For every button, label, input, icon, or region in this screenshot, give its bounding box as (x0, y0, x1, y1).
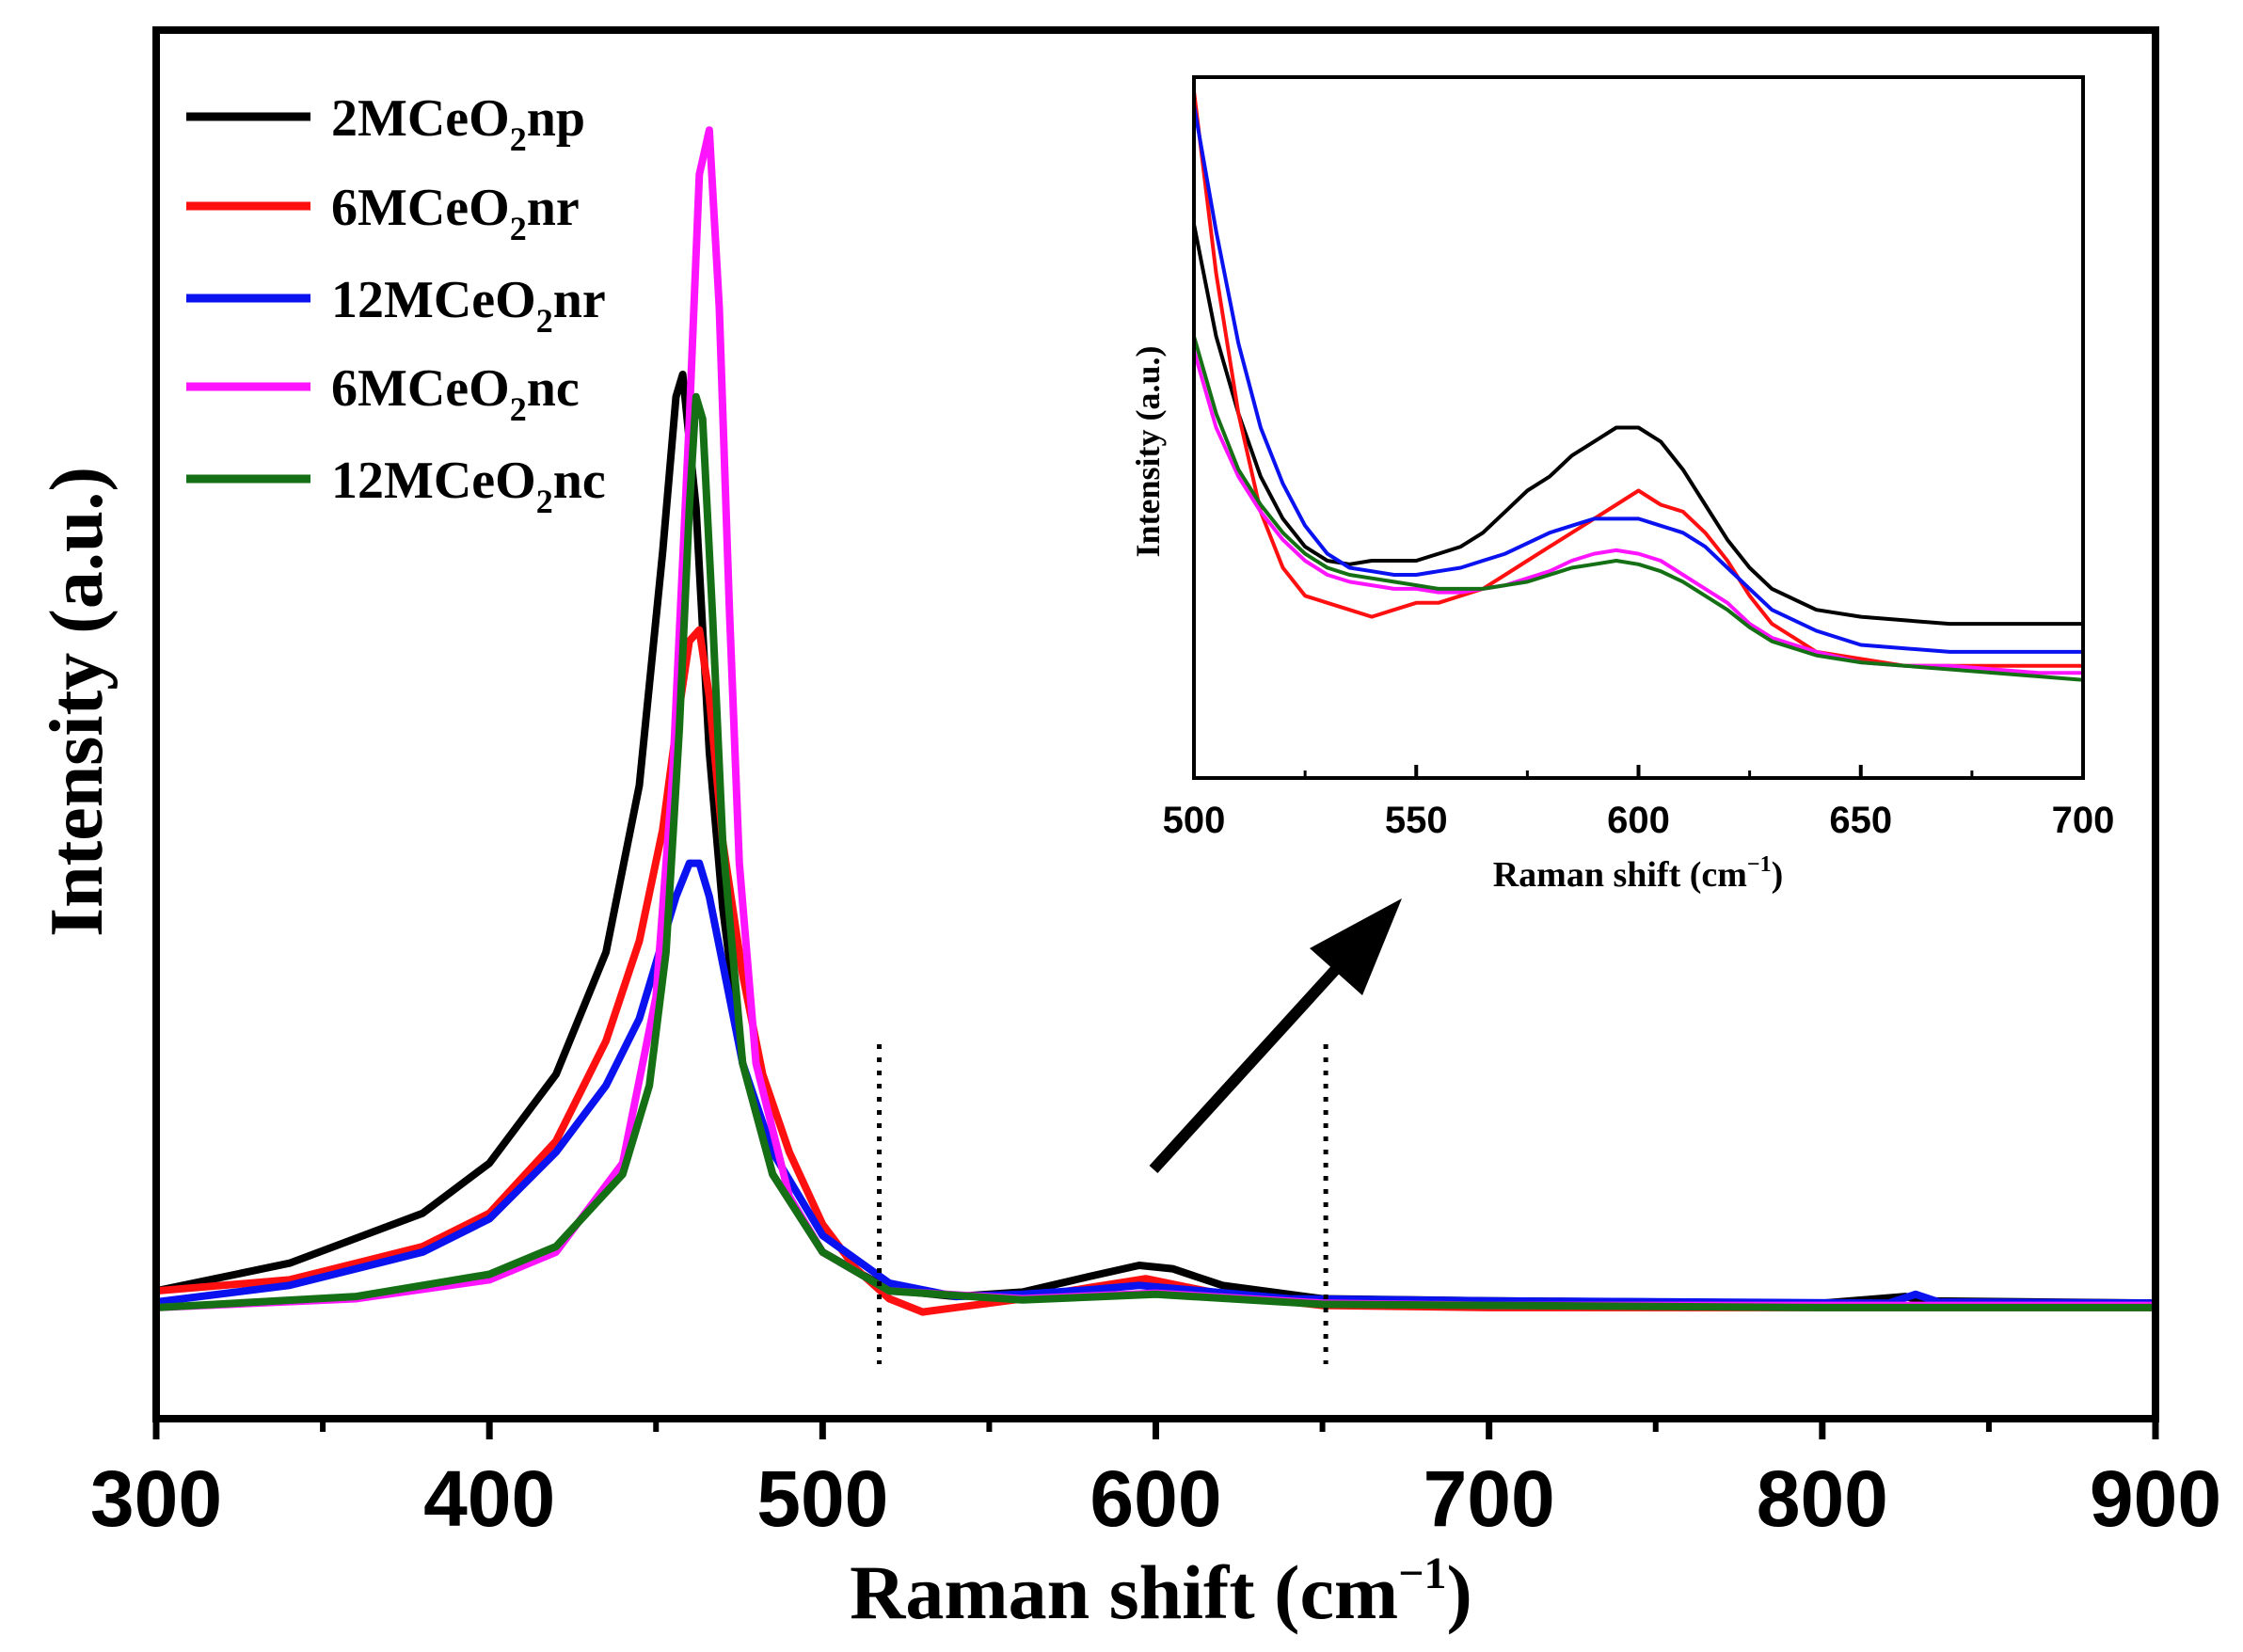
inset-plot: 500 550 600 650 700 Raman shift (cm−1) Inten… (1129, 75, 2115, 895)
inset-x-label-tail: ) (1772, 855, 1784, 895)
inset-x-tick-label: 600 (1607, 800, 1670, 841)
main-plot: 300 400 500 600 700 800 900 Raman shift (cm−1)… (36, 26, 2221, 1635)
inset-x-tick-label: 700 (2052, 800, 2115, 841)
inset-series-line-12MCeO2nc (1192, 336, 2084, 682)
inset-series-line-12MCeO2nr (1192, 104, 2083, 654)
inset-x-axis-label: Raman shift (cm−1) (1493, 852, 1784, 895)
main-series-group (152, 126, 2159, 1316)
legend-label-main: 6MCeO (331, 359, 510, 418)
main-x-tick-label: 500 (756, 1454, 888, 1543)
legend-label-suffix: np (527, 89, 585, 148)
legend-label-12MCeO2nr: 12MCeO2nr (331, 271, 606, 340)
main-y-axis-label: Intensity (a.u.) (36, 467, 119, 937)
inset-x-tick-label: 650 (1829, 800, 1892, 841)
legend-label-suffix: nr (527, 179, 580, 237)
legend-label-6MCeO2nr: 6MCeO2nr (331, 179, 580, 247)
legend-label-subscript: 2 (536, 302, 553, 340)
zoom-arrow-shaft (1149, 964, 1341, 1174)
legend-label-suffix: nc (527, 359, 580, 418)
main-series-line-12MCeO2nc (152, 392, 2159, 1311)
legend-label-subscript: 2 (510, 390, 527, 428)
zoom-arrow-head (1310, 898, 1402, 995)
main-x-tick-label: 700 (1424, 1454, 1555, 1543)
inset-x-label-text: Raman shift (cm (1493, 855, 1747, 895)
main-x-tick-label: 900 (2090, 1454, 2221, 1543)
legend-label-main: 12MCeO (331, 452, 536, 510)
inset-series-line-2MCeO2np (1192, 224, 2083, 627)
main-x-ticks: 300 400 500 600 700 800 900 (90, 1419, 2221, 1543)
legend-label-main: 12MCeO (331, 271, 536, 329)
main-x-tick-label: 800 (1757, 1454, 1888, 1543)
inset-x-ticks: 500 550 600 650 700 (1163, 765, 2115, 841)
main-x-label-text: Raman shift (cm (850, 1549, 1398, 1635)
main-x-axis-label: Raman shift (cm−1) (850, 1549, 1472, 1635)
inset-series-group (1192, 90, 2084, 682)
inset-x-label-superscript: −1 (1747, 852, 1772, 877)
legend-label-main: 2MCeO (331, 89, 510, 148)
main-annotations (877, 898, 1402, 1364)
main-x-label-superscript: −1 (1398, 1549, 1446, 1598)
main-x-tick-label: 400 (423, 1454, 555, 1543)
main-x-tick-label: 600 (1090, 1454, 1221, 1543)
legend-label-subscript: 2 (510, 120, 527, 158)
inset-y-axis-label: Intensity (a.u.) (1129, 345, 1167, 557)
legend-label-subscript: 2 (510, 210, 527, 247)
inset-x-tick-label: 500 (1163, 800, 1226, 841)
legend-label-subscript: 2 (536, 483, 553, 520)
main-x-label-tail: ) (1447, 1549, 1472, 1635)
inset-x-tick-label: 550 (1385, 800, 1448, 841)
main-legend: 2MCeO2np6MCeO2nr12MCeO2nr6MCeO2nc12MCeO2… (186, 89, 606, 520)
legend-label-6MCeO2nc: 6MCeO2nc (331, 359, 580, 428)
legend-label-main: 6MCeO (331, 179, 510, 237)
legend-label-suffix: nc (553, 452, 606, 510)
legend-label-suffix: nr (553, 271, 606, 329)
main-x-tick-label: 300 (90, 1454, 222, 1543)
legend-label-2MCeO2np: 2MCeO2np (331, 89, 585, 158)
legend-label-12MCeO2nc: 12MCeO2nc (331, 452, 606, 520)
